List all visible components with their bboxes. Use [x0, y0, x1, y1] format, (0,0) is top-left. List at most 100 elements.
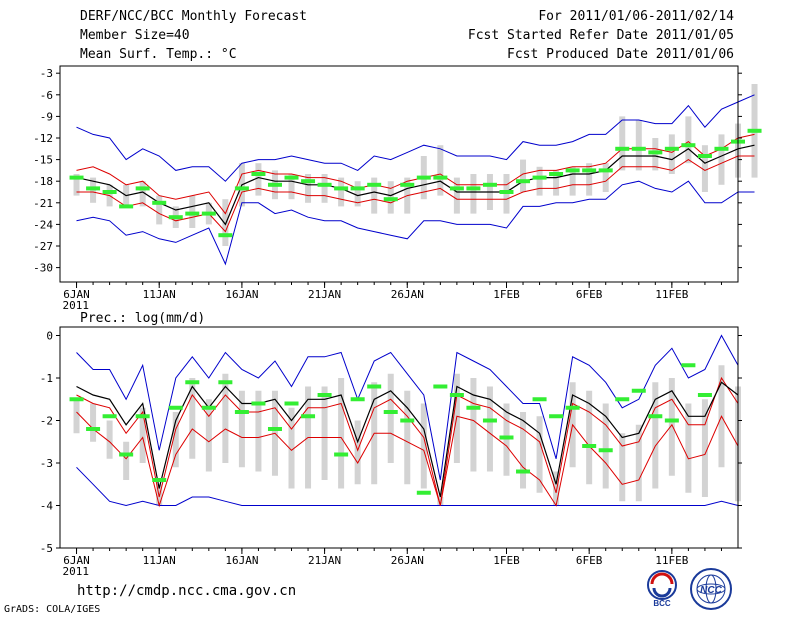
temp-y-tick-label: -3 [40, 67, 53, 80]
temp-spread-box [569, 166, 576, 196]
prec-obs-marker [416, 490, 431, 495]
temp-obs-marker [565, 168, 580, 173]
prec-obs-marker [549, 414, 564, 419]
prec-spread-box [602, 403, 609, 489]
prec-obs-marker [565, 405, 580, 410]
prec-obs-marker [383, 410, 398, 414]
bcc-logo: BCC [647, 570, 677, 608]
prec-spread-box [404, 390, 411, 485]
temp-obs-marker [234, 186, 249, 191]
temp-obs-marker [433, 175, 448, 180]
prec-obs-marker [631, 388, 646, 393]
temp-x-year-label: 2011 [63, 299, 90, 312]
temp-spread-box [354, 181, 361, 207]
prec-obs-marker [334, 452, 349, 457]
temp-obs-marker [218, 233, 233, 238]
prec-obs-marker [499, 435, 514, 440]
prec-obs-marker [466, 405, 481, 410]
temp-x-tick-label: 16JAN [225, 288, 258, 301]
prec-obs-marker [367, 384, 382, 389]
temp-obs-marker [284, 175, 299, 180]
temp-obs-marker [747, 128, 762, 133]
prec-obs-marker [234, 410, 249, 414]
prec-y-tick-label: -3 [40, 457, 53, 470]
temp-spread-box [139, 181, 146, 207]
prec-obs-marker [102, 414, 117, 419]
prec-panel-title: Prec.: log(mm/d) [80, 311, 205, 326]
prec-y-tick-label: -4 [40, 500, 54, 513]
source-url[interactable]: http://cmdp.ncc.cma.gov.cn [77, 583, 297, 599]
prec-y-tick-label: -1 [40, 372, 53, 385]
prec-obs-marker [648, 414, 663, 419]
prec-spread-box [205, 399, 212, 472]
prec-obs-marker [532, 397, 547, 402]
temp-spread-box [536, 166, 543, 196]
temp-obs-marker [466, 186, 481, 191]
prec-spread-box [288, 407, 295, 489]
temp-spread-box [156, 195, 163, 225]
temp-spread-box [586, 163, 593, 196]
prec-spread-box [338, 378, 345, 489]
prec-spread-box [701, 399, 708, 497]
temp-spread-box [371, 177, 378, 214]
temp-obs-marker [697, 154, 712, 158]
prec-spread-box [139, 407, 146, 463]
temp-y-tick-label: -30 [33, 262, 53, 275]
temp-obs-marker [317, 182, 332, 187]
temp-x-tick-label: 21JAN [308, 288, 341, 301]
prec-upper-red-line [76, 376, 739, 506]
member-size: Member Size=40 [80, 28, 190, 43]
prec-spread-box [321, 386, 328, 480]
temp-obs-marker [532, 175, 547, 180]
prec-obs-marker [301, 414, 316, 419]
prec-lower-blue-line [76, 466, 739, 507]
prec-obs-marker [284, 401, 299, 406]
prec-obs-marker [350, 397, 365, 402]
prec-spread-box [635, 424, 642, 502]
prec-obs-marker [664, 418, 679, 423]
prec-obs-marker [119, 452, 134, 457]
temp-obs-marker [499, 190, 514, 194]
temp-spread-box [635, 120, 642, 171]
temp-obs-marker [301, 179, 316, 184]
prec-spread-box [123, 441, 130, 480]
temp-y-tick-label: -24 [33, 218, 53, 231]
prec-spread-box [520, 412, 527, 489]
temp-spread-box [701, 145, 708, 192]
temp-obs-marker [582, 168, 597, 173]
prec-obs-marker [218, 380, 233, 385]
temp-obs-marker [201, 211, 216, 216]
temp-y-tick-label: -12 [33, 132, 53, 145]
prec-spread-box [420, 403, 427, 489]
temp-spread-box [437, 145, 444, 196]
temp-obs-marker [482, 182, 497, 187]
prec-obs-marker [152, 478, 167, 482]
prec-obs-marker [201, 405, 216, 410]
temp-spread-box [321, 174, 328, 203]
prec-obs-marker [400, 418, 415, 423]
prec-obs-marker [516, 469, 531, 474]
temp-lower-blue-line [76, 180, 755, 266]
temp-frame [59, 65, 739, 283]
temp-spread-box [470, 174, 477, 214]
temp-obs-marker [168, 215, 183, 220]
produced-date: Fcst Produced Date 2011/01/06 [507, 47, 734, 62]
temp-obs-marker [449, 186, 464, 191]
temp-lower-red-line [76, 155, 755, 233]
prec-spread-box [685, 403, 692, 493]
prec-x-tick-label: 11JAN [143, 554, 176, 567]
temp-spread-box [553, 170, 560, 196]
temp-y-tick-label: -9 [40, 110, 53, 123]
temp-mean-line [76, 144, 755, 226]
temp-x-tick-label: 11FEB [655, 288, 688, 301]
prec-spread-box [172, 412, 179, 468]
temp-spread-box [305, 174, 312, 203]
prec-spread-box [106, 420, 113, 459]
temp-obs-marker [648, 150, 663, 155]
temp-x-tick-label: 1FEB [493, 288, 520, 301]
prec-obs-marker [86, 427, 101, 431]
temp-obs-marker [185, 211, 200, 216]
prec-x-tick-label: 26JAN [391, 554, 424, 567]
